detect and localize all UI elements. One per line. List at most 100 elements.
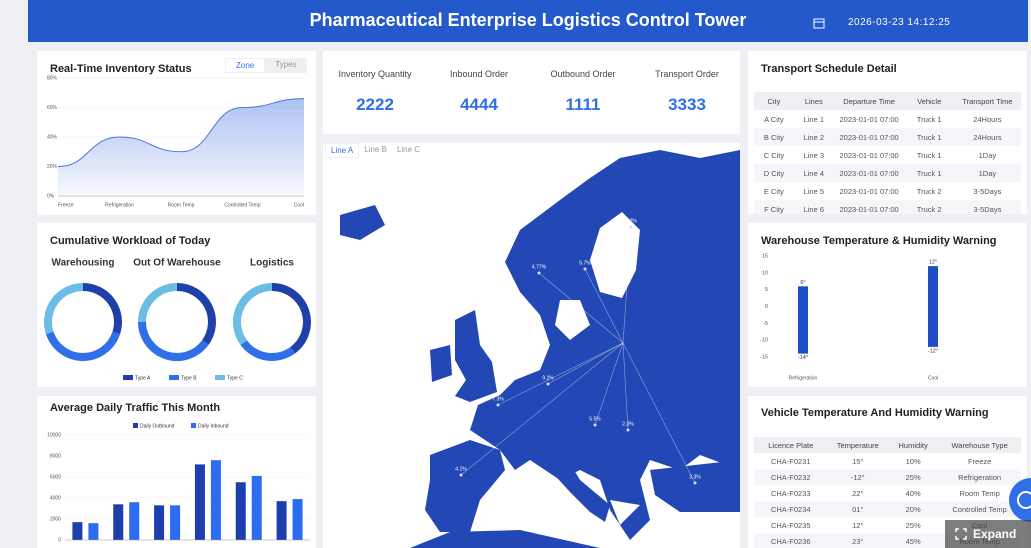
value-label: 6° (800, 280, 805, 286)
table-cell: 22° (852, 488, 864, 498)
table-cell: 2023-01-01 07:00 (833, 128, 905, 146)
table-cell: 2023-01-01 07:00 (833, 200, 905, 214)
table-cell: Truck 2 (904, 200, 954, 214)
kpi-value: 4444 (460, 95, 498, 114)
table-cell: 23° (827, 533, 888, 548)
kpi: Inbound Order 4444 (427, 69, 531, 115)
table-cell: A City (764, 114, 784, 124)
map-label: 6.2% (625, 218, 637, 224)
bar (113, 504, 124, 540)
donut-segment (138, 321, 209, 361)
table-cell: 2023-01-01 07:00 (839, 150, 899, 160)
table-cell: Line 5 (803, 186, 824, 196)
legend-swatch (123, 375, 133, 380)
panel-title: Warehouse Temperature & Humidity Warning (761, 235, 997, 247)
panel-title: Real-Time Inventory Status (50, 63, 192, 75)
y-tick-label: 5 (765, 287, 768, 293)
column-header: Warehouse Type (938, 437, 1021, 453)
table-cell: Controlled Temp (938, 501, 1021, 517)
value-label: 12° (929, 260, 937, 266)
table-cell: 25% (905, 520, 921, 530)
data-table: Licence Plate Temperature Humidity Warehous… (754, 437, 1021, 548)
area (58, 98, 304, 196)
y-tick-label: -10 (760, 338, 768, 344)
kpi-value: 1111 (565, 95, 601, 114)
route-line (622, 342, 696, 484)
table-cell: Freeze (967, 456, 992, 466)
table-row: CHA-F0232 -12° 25% Refrigeration (754, 469, 1021, 485)
table-cell: CHA-F0231 (770, 456, 811, 466)
table-cell: Truck 2 (916, 186, 942, 196)
tab[interactable]: Types (275, 60, 297, 69)
map-label: 5.5% (589, 416, 601, 422)
table-row: CHA-F0231 15° 10% Freeze (754, 453, 1021, 469)
map-label: 4.1% (455, 466, 467, 472)
table-cell: E City (763, 186, 784, 196)
column-header: Transport Time (953, 92, 1021, 110)
table-cell: B City (754, 128, 794, 146)
y-tick-label: 10 (762, 270, 768, 276)
transport-panel: Transport Schedule Detail City Lines Depar… (748, 51, 1027, 214)
route-line (460, 342, 624, 476)
y-tick-label: 40% (47, 134, 58, 140)
column-header: Temperature (827, 437, 888, 453)
donut-segment (233, 283, 273, 345)
bar-chart: 0 2000 4000 6000 8000 10000 Daily Outbound Dail… (47, 423, 310, 543)
map-point (537, 271, 541, 275)
column-header: Lines (793, 92, 834, 110)
expand-button[interactable]: Expand (945, 520, 1031, 548)
x-tick-label: Refrigeration (789, 375, 818, 381)
tab-group: Zone Types (225, 58, 307, 73)
table-cell: Line 4 (793, 164, 834, 182)
legend-swatch (191, 423, 196, 428)
tab[interactable]: Line C (396, 145, 421, 154)
table-cell: CHA-F0234 (754, 501, 828, 517)
map-point (496, 403, 500, 407)
map-label: 2.3% (622, 421, 634, 427)
x-tick-label: Refrigeration (105, 202, 134, 208)
chat-button[interactable] (1000, 478, 1031, 522)
tab[interactable]: Line A (325, 143, 360, 158)
table-row: F City Line 6 2023-01-01 07:00 Truck 2 3-5Da… (754, 200, 1021, 214)
map-label: 4.77% (532, 264, 547, 270)
kpi-label: Transport Order (655, 69, 719, 79)
donut-label: Warehousing (52, 258, 115, 269)
kpi-label: Inbound Order (449, 69, 509, 79)
table-cell: D City (754, 164, 794, 182)
table-cell: Refrigeration (938, 469, 1021, 485)
legend-label: Daily Outbound (140, 423, 175, 429)
traffic-panel: Average Daily Traffic This Month 0 2000 40… (37, 396, 316, 548)
calendar-icon (813, 18, 825, 29)
table-cell: Room Temp (959, 488, 1000, 498)
route-line (594, 342, 624, 426)
y-tick-label: 0% (47, 193, 55, 199)
bar (129, 502, 140, 540)
table-cell: CHA-F0235 (770, 520, 811, 530)
table-cell: 45% (888, 533, 939, 548)
tab[interactable]: Zone (225, 58, 266, 73)
tab[interactable]: Line B (364, 145, 387, 154)
bar (170, 505, 181, 540)
table-cell: 24Hours (953, 128, 1021, 146)
kpi: Outbound Order 1111 (531, 69, 635, 115)
map-point (593, 423, 597, 427)
map-label: 5.7% (579, 260, 591, 266)
line (57, 98, 305, 167)
kpi-label: Inventory Quantity (338, 69, 412, 79)
expand-label: Expand (973, 527, 1017, 541)
column-header: Departure Time (833, 92, 905, 110)
kpi-value: 3333 (668, 95, 706, 114)
panel-title: Cumulative Workload of Today (50, 235, 211, 247)
y-tick-label: 0 (765, 304, 768, 310)
bar (235, 482, 246, 540)
donut-label: Logistics (250, 258, 294, 269)
legend-swatch (215, 375, 225, 380)
donut-chart: Warehousing Out Of Warehouse Logistics Type… (44, 258, 311, 381)
kpi: Inventory Quantity 2222 (323, 69, 427, 115)
x-tick-label: Controlled Temp (224, 202, 261, 208)
route-line (547, 342, 624, 385)
map-point (546, 382, 550, 386)
table-cell: -12° (827, 469, 888, 485)
